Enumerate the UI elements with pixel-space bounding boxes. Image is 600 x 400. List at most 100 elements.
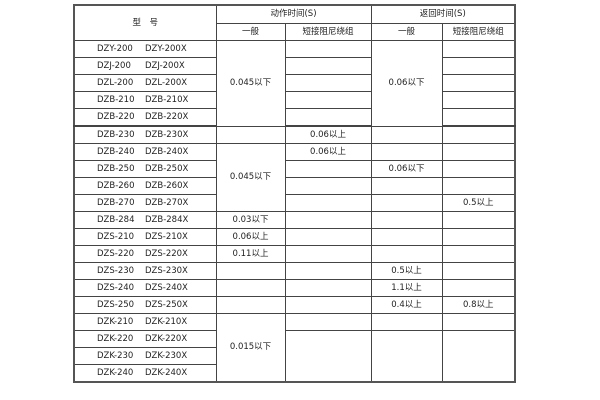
table-row: DZK-210 DZK-210X 0.015以下 <box>73 313 516 383</box>
timing-cell <box>441 262 516 280</box>
model-name: DZK-210 <box>97 316 134 327</box>
model-name-x: DZY-200X <box>145 43 187 54</box>
timing-cell: 0.06以下 <box>370 160 443 178</box>
timing-cell <box>441 228 516 246</box>
model-cell: DZB-240 DZB-240X <box>73 143 217 161</box>
header-action-time: 动作时间(S) <box>215 4 372 24</box>
timing-cell <box>284 57 372 75</box>
model-name-x: DZB-270X <box>145 197 189 208</box>
timing-cell <box>370 143 443 161</box>
timing-cell: 0.06以上 <box>284 143 372 161</box>
timing-cell: 0.06以下 <box>370 40 443 127</box>
model-name-x: DZB-210X <box>145 94 189 105</box>
timing-cell: 0.06以上 <box>215 228 286 246</box>
model-name: DZY-200 <box>97 43 133 54</box>
timing-cell <box>370 194 443 212</box>
model-name-x: DZS-230X <box>145 265 188 276</box>
table-row: DZK-240 DZK-240X <box>73 364 515 383</box>
model-name: DZB-260 <box>97 180 135 191</box>
header-return-general: 一般 <box>370 23 443 41</box>
timing-cell <box>441 211 516 229</box>
timing-cell <box>370 125 443 144</box>
timing-cell <box>441 40 516 58</box>
table-row: DZK-230 DZK-230X <box>73 347 515 365</box>
timing-cell <box>441 160 516 178</box>
model-cell: DZK-230 DZK-230X <box>73 347 217 365</box>
model-cell: DZS-220 DZS-220X <box>73 245 217 263</box>
timing-cell <box>284 262 372 280</box>
header-action-short-winding: 短接阻尼绕组 <box>284 23 372 41</box>
model-cell: DZY-200 DZY-200X <box>73 40 217 58</box>
model-name: DZB-210 <box>97 94 135 105</box>
model-cell: DZK-240 DZK-240X <box>73 364 217 383</box>
model-cell: DZK-220 DZK-220X <box>73 330 217 348</box>
model-name-x: DZB-284X <box>145 214 189 225</box>
table-row: DZB-260 DZB-260X <box>73 177 516 195</box>
model-name: DZB-230 <box>97 129 135 140</box>
table-row: DZB-284 DZB-284X 0.03以下 <box>73 211 516 229</box>
timing-cell <box>215 279 286 297</box>
model-cell: DZB-284 DZB-284X <box>73 211 217 229</box>
model-cell: DZB-260 DZB-260X <box>73 177 217 195</box>
timing-cell <box>441 108 516 127</box>
table-row: DZS-230 DZS-230X 0.5以上 <box>73 262 516 280</box>
timing-cell <box>441 57 516 75</box>
timing-cell <box>370 211 443 229</box>
timing-cell <box>284 177 372 195</box>
timing-cell <box>284 330 372 383</box>
model-name-x: DZK-240X <box>145 367 188 378</box>
timing-cell <box>284 296 372 314</box>
model-cell: DZK-210 DZK-210X <box>73 313 217 331</box>
timing-cell <box>370 245 443 263</box>
timing-cell <box>284 91 372 109</box>
timing-cell <box>284 211 372 229</box>
table-row: DZB-270 DZB-270X 0.5以上 <box>73 194 516 212</box>
model-name: DZB-250 <box>97 163 135 174</box>
timing-cell <box>215 296 286 314</box>
model-name: DZK-220 <box>97 333 134 344</box>
model-name-x: DZB-230X <box>145 129 189 140</box>
timing-cell <box>284 313 372 331</box>
timing-cell: 0.03以下 <box>215 211 286 229</box>
timing-cell: 0.5以上 <box>370 262 443 280</box>
table-row: DZB-210 DZB-210X <box>73 91 516 109</box>
model-cell: DZB-230 DZB-230X <box>73 125 217 144</box>
model-name: DZS-230 <box>97 265 135 276</box>
model-name: DZS-240 <box>97 282 135 293</box>
model-cell: DZL-200 DZL-200X <box>73 74 217 92</box>
timing-cell <box>284 228 372 246</box>
timing-cell: 0.045以下 <box>215 40 286 127</box>
table-row: DZB-230 DZB-230X 0.06以上 <box>73 125 516 144</box>
table-row: DZS-220 DZS-220X 0.11以上 <box>73 245 516 263</box>
timing-cell <box>441 245 516 263</box>
model-name-x: DZK-230X <box>145 350 188 361</box>
timing-cell <box>284 108 372 127</box>
model-name-x: DZK-210X <box>145 316 188 327</box>
model-cell: DZJ-200 DZJ-200X <box>73 57 217 75</box>
timing-cell <box>284 40 372 58</box>
model-name: DZS-250 <box>97 299 135 310</box>
table-row: DZB-220 DZB-220X <box>73 108 516 127</box>
model-name: DZS-220 <box>97 248 135 259</box>
model-name-x: DZS-220X <box>145 248 188 259</box>
model-name-x: DZK-220X <box>145 333 188 344</box>
timing-cell: 0.045以下 <box>215 143 286 212</box>
timing-cell <box>441 74 516 92</box>
table-row: DZL-200 DZL-200X <box>73 74 516 92</box>
table-row: DZS-210 DZS-210X 0.06以上 <box>73 228 516 246</box>
table-row: DZY-200 DZY-200X 0.045以下 0.06以下 <box>73 40 516 127</box>
model-cell: DZS-240 DZS-240X <box>73 279 217 297</box>
table-row: DZB-240 DZB-240X 0.045以下 0.06以上 <box>73 143 516 212</box>
table-row: DZB-250 DZB-250X 0.06以下 <box>73 160 516 178</box>
timing-cell <box>441 125 516 144</box>
timing-cell <box>370 330 443 383</box>
model-name-x: DZS-210X <box>145 231 188 242</box>
header-return-time: 返回时间(S) <box>370 4 516 24</box>
timing-cell <box>215 262 286 280</box>
model-name-x: DZS-240X <box>145 282 188 293</box>
model-name: DZS-210 <box>97 231 135 242</box>
header-return-short-winding: 短接阻尼绕组 <box>441 23 516 41</box>
model-cell: DZB-210 DZB-210X <box>73 91 217 109</box>
model-name-x: DZB-260X <box>145 180 189 191</box>
model-cell: DZS-230 DZS-230X <box>73 262 217 280</box>
